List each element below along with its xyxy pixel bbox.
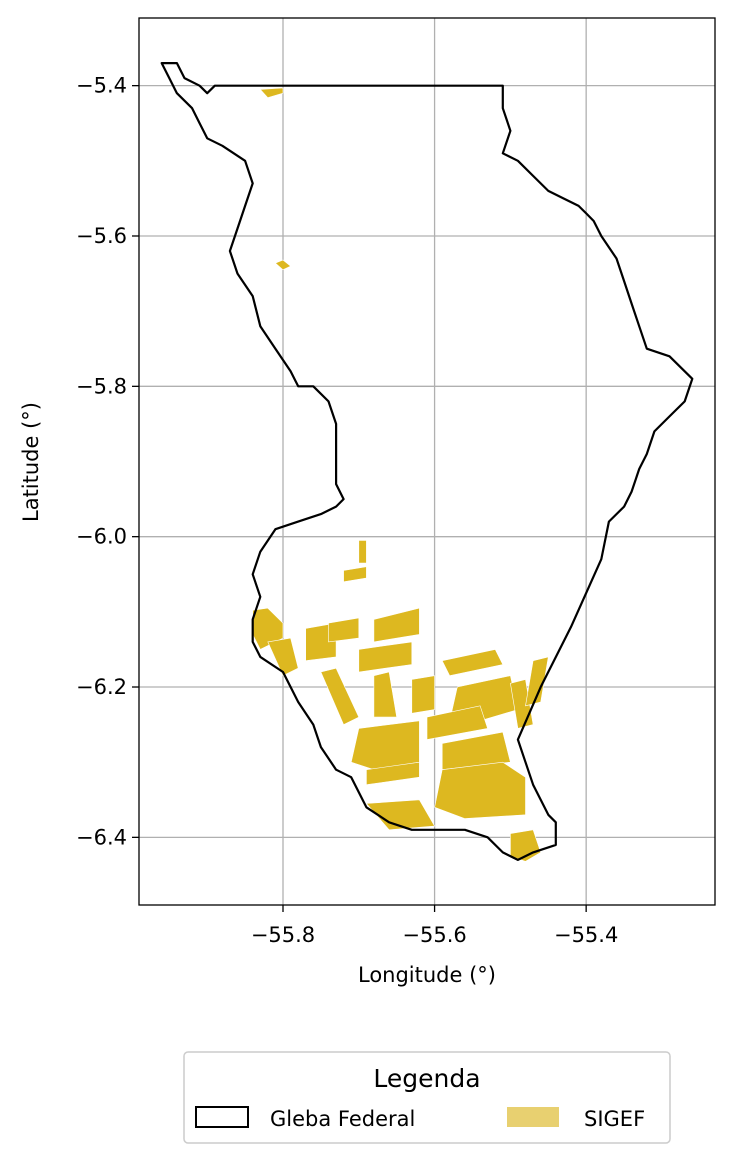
sigef-parcel <box>259 87 284 99</box>
axis-ticks: −55.8 −55.6 −55.4 −5.4 −5.6 −5.8 −6.0 −6.2 −6.4 <box>76 74 618 947</box>
sigef-parcel <box>366 761 420 786</box>
legend-label-sigef: SIGEF <box>584 1107 645 1131</box>
sigef-parcel <box>373 671 398 718</box>
sigef-parcel <box>365 799 436 831</box>
grid-lines <box>139 18 715 905</box>
axes-frame <box>138 17 716 906</box>
y-tick-label: −6.0 <box>76 525 127 549</box>
sigef-parcel <box>328 617 360 643</box>
y-tick-label: −5.6 <box>76 224 127 248</box>
sigef-parcel <box>411 675 435 714</box>
y-tick-label: −6.2 <box>76 675 127 699</box>
y-tick-label: −5.8 <box>76 374 127 398</box>
x-tick-label: −55.8 <box>251 923 315 947</box>
y-axis-label: Latitude (°) <box>19 402 43 522</box>
sigef-parcel <box>343 566 367 583</box>
sigef-parcels <box>252 87 549 862</box>
x-axis-label: Longitude (°) <box>358 963 496 987</box>
sigef-parcel <box>350 720 420 771</box>
x-tick-label: −55.6 <box>402 923 466 947</box>
y-tick-label: −6.4 <box>76 825 127 849</box>
sigef-parcel <box>441 649 504 677</box>
sigef-parcel <box>441 731 511 771</box>
legend-swatch-gleba-federal <box>195 1106 249 1128</box>
legend-title: Legenda <box>373 1064 480 1093</box>
legend: Legenda Gleba Federal SIGEF <box>183 1051 671 1144</box>
sigef-parcel <box>373 607 420 643</box>
legend-label-gleba-federal: Gleba Federal <box>270 1107 415 1131</box>
sigef-parcel <box>525 656 549 707</box>
sigef-parcel <box>267 637 299 677</box>
x-tick-label: −55.4 <box>554 923 618 947</box>
sigef-parcel <box>426 705 488 740</box>
gleba-federal-boundary <box>160 62 694 861</box>
y-tick-label: −5.4 <box>76 74 127 98</box>
sigef-parcel <box>358 641 413 673</box>
sigef-parcel <box>274 259 292 271</box>
sigef-parcel <box>358 540 367 564</box>
legend-swatch-sigef <box>507 1107 559 1127</box>
sigef-parcel <box>434 761 526 819</box>
sigef-parcel <box>320 667 360 726</box>
